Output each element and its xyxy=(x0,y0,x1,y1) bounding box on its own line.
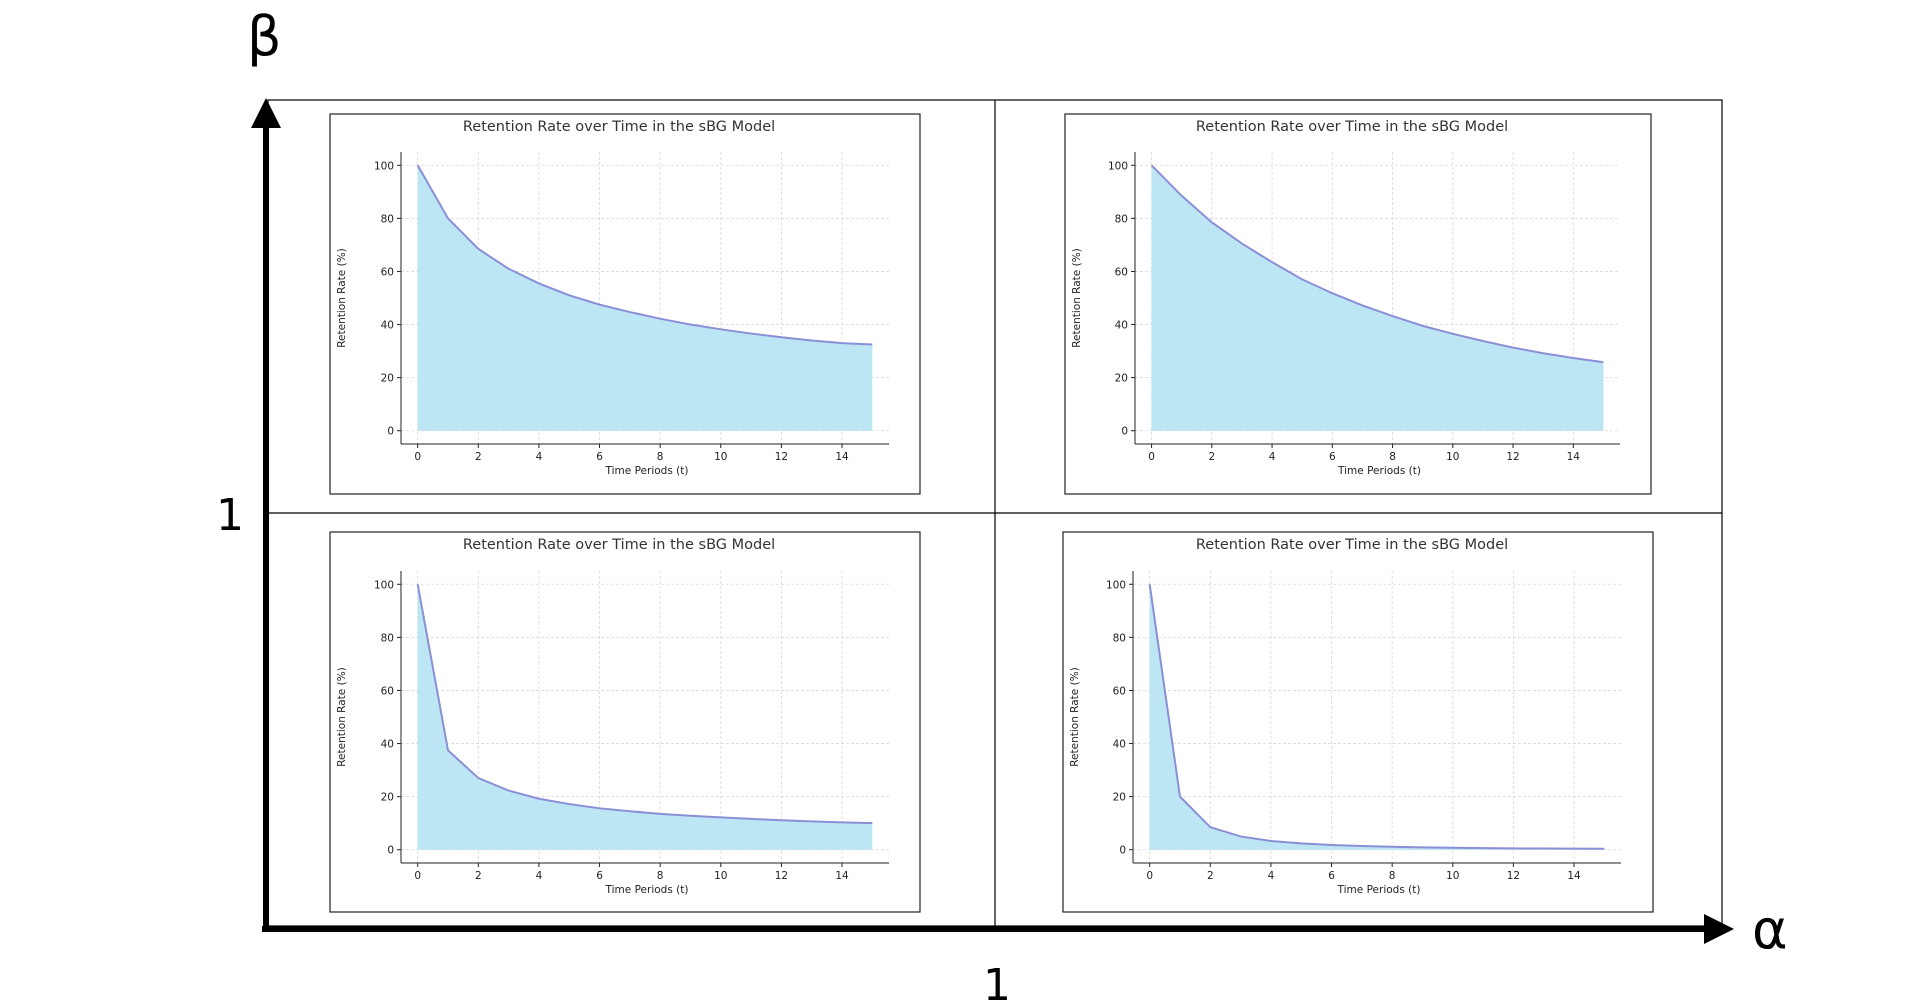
retention-line xyxy=(1148,584,1605,850)
y-tick-label: 100 xyxy=(374,579,394,591)
y-tick-label: 60 xyxy=(1113,685,1126,697)
y-tick-label: 100 xyxy=(1106,579,1126,591)
y-tick-label: 60 xyxy=(1115,266,1128,278)
x-tick-label: 8 xyxy=(657,870,664,882)
y-tick-label: 20 xyxy=(381,792,394,804)
x-tick-label: 10 xyxy=(1446,451,1459,463)
y-tick-label: 60 xyxy=(381,266,394,278)
y-tick-label: 20 xyxy=(1115,373,1128,385)
retention-line xyxy=(416,584,873,825)
retention-area xyxy=(417,165,873,431)
retention-area xyxy=(1151,165,1604,431)
x-tick-label: 2 xyxy=(1207,870,1214,882)
y-tick-label: 0 xyxy=(1119,845,1126,857)
x-tick-label: 10 xyxy=(714,451,727,463)
y-tick-label: 40 xyxy=(1115,320,1128,332)
x-tick-label: 4 xyxy=(536,451,543,463)
retention-line xyxy=(1150,164,1604,364)
x-tick-label: 6 xyxy=(596,451,603,463)
x-axis-label: Time Periods (t) xyxy=(605,884,689,896)
retention-line xyxy=(416,164,873,346)
y-tick-label: 40 xyxy=(1113,739,1126,751)
x-tick-label: 0 xyxy=(1146,870,1153,882)
x-axis-label: Time Periods (t) xyxy=(605,465,689,477)
chart-bottom-right: 0 2 4 6 8 10 12 14 0 20 40 60 80 100 Retention Rate ov… xyxy=(1062,531,1654,913)
chart-top-left: 0 2 4 6 8 10 12 14 0 20 40 60 80 100 Retention Rate ov… xyxy=(329,113,921,495)
y-tick-label: 60 xyxy=(381,685,394,697)
y-tick-label: 0 xyxy=(387,845,394,857)
y-axis-label: Retention Rate (%) xyxy=(336,248,348,348)
alpha-unit-mark: 1 xyxy=(983,960,1011,1005)
chart-title: Retention Rate over Time in the sBG Mode… xyxy=(1196,119,1508,135)
retention-area xyxy=(417,584,873,850)
x-tick-label: 14 xyxy=(835,870,849,882)
x-tick-label: 2 xyxy=(1208,451,1215,463)
x-tick-label: 0 xyxy=(414,451,421,463)
chart-title: Retention Rate over Time in the sBG Mode… xyxy=(463,119,775,135)
chart-title: Retention Rate over Time in the sBG Mode… xyxy=(1196,537,1508,553)
y-axis-label: Retention Rate (%) xyxy=(1069,667,1081,767)
y-tick-label: 100 xyxy=(1108,160,1128,172)
y-axis-label: Retention Rate (%) xyxy=(1071,248,1083,348)
x-tick-label: 0 xyxy=(414,870,421,882)
beta-axis-label: β xyxy=(247,5,281,68)
y-tick-label: 80 xyxy=(381,632,394,644)
x-tick-label: 10 xyxy=(714,870,727,882)
x-tick-label: 14 xyxy=(1567,451,1581,463)
y-tick-label: 80 xyxy=(1113,632,1126,644)
x-axis-label: Time Periods (t) xyxy=(1337,465,1421,477)
y-tick-label: 0 xyxy=(387,426,394,438)
beta-unit-mark: 1 xyxy=(216,490,244,541)
y-tick-label: 80 xyxy=(1115,213,1128,225)
x-tick-label: 8 xyxy=(1389,451,1396,463)
y-tick-label: 100 xyxy=(374,160,394,172)
x-tick-label: 4 xyxy=(1269,451,1276,463)
y-tick-label: 20 xyxy=(381,373,394,385)
chart-title: Retention Rate over Time in the sBG Mode… xyxy=(463,537,775,553)
y-tick-label: 0 xyxy=(1121,426,1128,438)
x-tick-label: 12 xyxy=(775,451,788,463)
x-tick-label: 6 xyxy=(1329,451,1336,463)
y-tick-label: 20 xyxy=(1113,792,1126,804)
x-tick-label: 14 xyxy=(835,451,849,463)
x-tick-label: 6 xyxy=(596,870,603,882)
x-tick-label: 8 xyxy=(1389,870,1396,882)
x-tick-label: 10 xyxy=(1446,870,1459,882)
alpha-axis-label: α xyxy=(1752,898,1788,961)
chart-bottom-left: 0 2 4 6 8 10 12 14 0 20 40 60 80 100 Retention Rate ov… xyxy=(329,531,921,913)
x-tick-label: 12 xyxy=(1507,870,1520,882)
x-tick-label: 4 xyxy=(536,870,543,882)
y-tick-label: 80 xyxy=(381,213,394,225)
x-tick-label: 4 xyxy=(1268,870,1275,882)
x-tick-label: 0 xyxy=(1148,451,1155,463)
x-tick-label: 12 xyxy=(775,870,788,882)
x-axis-label: Time Periods (t) xyxy=(1337,884,1421,896)
x-tick-label: 2 xyxy=(475,870,482,882)
retention-area xyxy=(1149,584,1605,850)
y-axis-label: Retention Rate (%) xyxy=(336,667,348,767)
x-tick-label: 8 xyxy=(657,451,664,463)
y-tick-label: 40 xyxy=(381,739,394,751)
x-tick-label: 2 xyxy=(475,451,482,463)
chart-top-right: 0 2 4 6 8 10 12 14 0 20 40 60 80 100 Retention Rate ov… xyxy=(1064,113,1652,495)
y-tick-label: 40 xyxy=(381,320,394,332)
x-tick-label: 12 xyxy=(1506,451,1519,463)
x-tick-label: 14 xyxy=(1567,870,1581,882)
x-tick-label: 6 xyxy=(1328,870,1335,882)
